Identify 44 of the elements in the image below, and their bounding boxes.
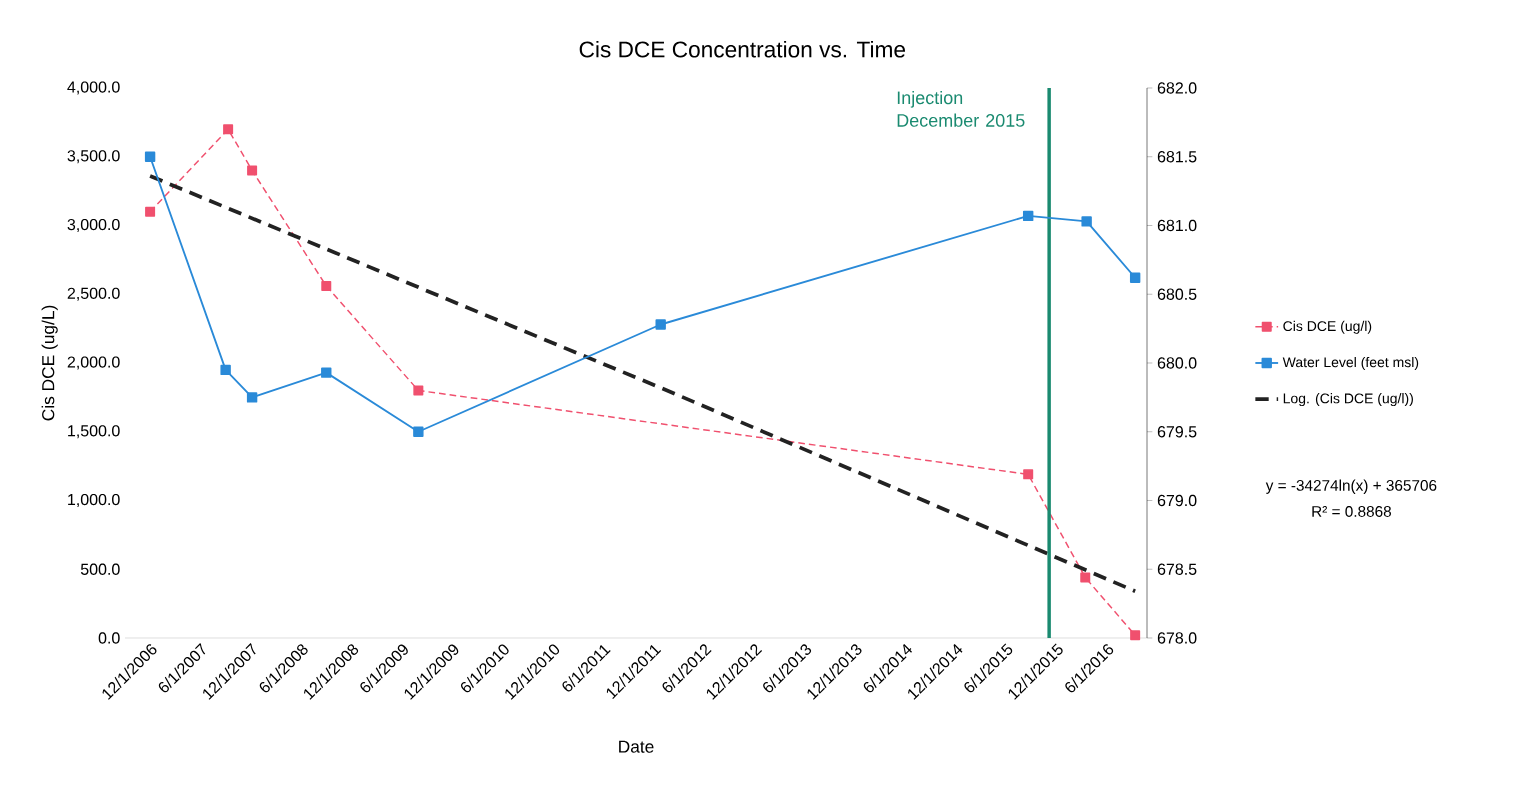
y-tick-label: 3,500.0 bbox=[67, 150, 120, 164]
y-tick-label: 2,500.0 bbox=[67, 287, 120, 301]
point bbox=[247, 165, 258, 176]
y-axis-title: Cis DCE (ug/L) bbox=[41, 305, 58, 421]
y-tick-label: 1,000.0 bbox=[68, 493, 120, 508]
point bbox=[144, 151, 156, 162]
point bbox=[1023, 469, 1034, 480]
ref-line-label: Injection December 2015 bbox=[897, 90, 1025, 127]
point bbox=[223, 124, 234, 135]
point bbox=[321, 280, 332, 291]
y-tick-label: 500.0 bbox=[80, 563, 120, 575]
point bbox=[413, 385, 424, 396]
y-tick-label: 2,000.0 bbox=[67, 356, 120, 370]
point bbox=[1129, 272, 1141, 283]
y2-tick-label: 679.5 bbox=[1157, 426, 1197, 438]
y-tick-label: 1,500.0 bbox=[68, 425, 120, 439]
chart-title: Cis DCE Concentration vs. Time bbox=[579, 40, 906, 58]
legend-label: Log. (Cis DCE (ug/l)) bbox=[1283, 393, 1413, 407]
y2-tick-label: 679.0 bbox=[1157, 494, 1197, 507]
y2-tick-label: 678.0 bbox=[1157, 632, 1197, 644]
point bbox=[1130, 630, 1141, 641]
legend-label: Cis DCE (ug/l) bbox=[1283, 320, 1372, 334]
y2-tick-label: 680.5 bbox=[1157, 288, 1197, 300]
point bbox=[321, 367, 332, 378]
point bbox=[1081, 216, 1092, 227]
point bbox=[655, 319, 666, 330]
point bbox=[145, 206, 156, 217]
y2-tick-label: 682.0 bbox=[1157, 82, 1197, 94]
y-tick-label: 3,000.0 bbox=[67, 218, 120, 233]
legend-label: Water Level (feet msl) bbox=[1282, 356, 1419, 370]
y-tick-label: 4,000.0 bbox=[67, 81, 120, 95]
y2-tick-label: 681.5 bbox=[1157, 151, 1197, 163]
y2-tick-label: 681.0 bbox=[1157, 219, 1197, 232]
point bbox=[413, 426, 424, 437]
point bbox=[220, 364, 231, 376]
text: y = -34274ln(x) + 365706 bbox=[1265, 479, 1437, 494]
point bbox=[1022, 210, 1034, 222]
y2-tick-label: 678.5 bbox=[1157, 563, 1197, 575]
x-axis-title: Date bbox=[619, 740, 654, 753]
y2-tick-label: 680.0 bbox=[1157, 357, 1197, 369]
y-tick-label: 0.0 bbox=[98, 632, 120, 644]
point bbox=[1080, 572, 1091, 583]
point bbox=[246, 392, 258, 403]
text: R² = 0.8868 bbox=[1312, 506, 1391, 517]
